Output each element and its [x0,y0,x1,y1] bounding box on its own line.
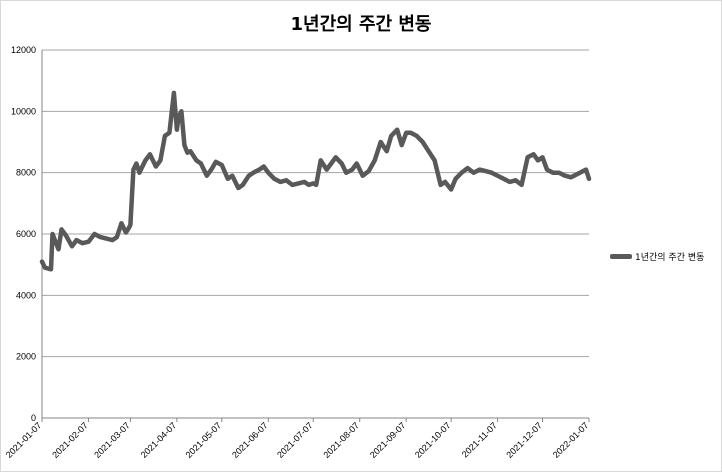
x-tick-label: 2021-04-07 [139,420,179,460]
x-tick-label: 2021-01-07 [4,420,44,460]
x-axis-ticks: 2021-01-07 2021-02-07 2021-03-07 2021-04-07… [4,418,591,460]
chart-title: 1년간의 주간 변동 [290,14,432,35]
x-tick-label: 2021-07-07 [275,420,315,460]
x-tick-label: 2021-05-07 [184,420,224,460]
x-tick-label: 2021-03-07 [92,420,132,460]
y-tick-label: 10000 [11,106,36,116]
x-tick-label: 2022-01-07 [551,420,591,460]
x-tick-label: 2021-12-07 [504,420,544,460]
y-axis-ticks: 0 2000 4000 6000 8000 10000 12000 [11,45,36,423]
y-tick-label: 2000 [16,352,36,362]
gridlines [42,49,589,419]
x-tick-label: 2021-02-07 [50,420,90,460]
y-tick-label: 4000 [16,290,36,300]
x-tick-label: 2021-09-07 [368,420,408,460]
y-tick-label: 0 [31,413,36,423]
x-tick-label: 2021-11-07 [460,420,499,459]
series-line [39,90,592,272]
y-tick-label: 8000 [16,168,36,178]
y-tick-label: 6000 [16,229,36,239]
x-tick-label: 2021-08-07 [321,420,361,460]
axes [41,50,589,419]
series-lines [39,90,592,272]
legend-label: 1년간의 주간 변동 [635,253,705,263]
legend-swatch [610,254,632,259]
x-tick-label: 2021-10-07 [413,420,453,460]
x-tick-label: 2021-06-07 [230,420,270,460]
y-tick-label: 12000 [11,45,36,55]
legend: 1년간의 주간 변동 [610,250,704,263]
